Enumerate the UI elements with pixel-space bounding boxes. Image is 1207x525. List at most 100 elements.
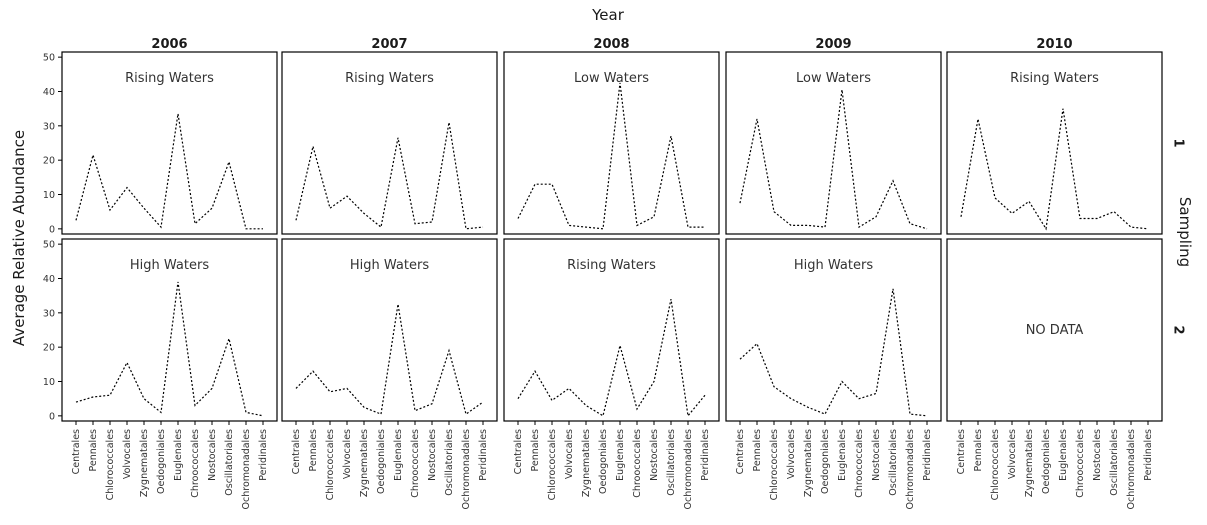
x-tick-label: Centrales bbox=[513, 429, 524, 474]
panel-border-2010-2 bbox=[946, 238, 1163, 422]
x-tick-label: Pennales bbox=[530, 429, 541, 472]
column-label-2007: 2007 bbox=[371, 37, 407, 52]
series-line-2009-1 bbox=[739, 89, 928, 230]
x-tick-label: Euglenales bbox=[837, 429, 848, 481]
x-tick-label: Ochromonadales bbox=[461, 429, 472, 509]
x-tick-label: Peridinales bbox=[1143, 429, 1154, 481]
column-facet-title: Year bbox=[591, 6, 625, 24]
panel-annotation-2008-2: Rising Waters bbox=[567, 258, 656, 273]
x-tick-label: Volvocales bbox=[1007, 429, 1018, 479]
y-tick-label: 30 bbox=[43, 121, 55, 132]
x-tick-label: Volvocales bbox=[564, 429, 575, 479]
x-tick-label: Nostocales bbox=[871, 429, 882, 481]
y-tick-label: 10 bbox=[43, 190, 55, 201]
y-tick-label: 10 bbox=[43, 377, 55, 388]
x-tick-label: Chroococcales bbox=[410, 429, 421, 498]
series-line-2009-2 bbox=[739, 288, 928, 417]
x-tick-label: Euglenales bbox=[615, 429, 626, 481]
x-tick-label: Chlorococcales bbox=[325, 429, 336, 500]
row-label-2: 2 bbox=[1171, 325, 1186, 334]
panel-border-2009-2 bbox=[725, 238, 942, 422]
x-tick-label: Ochromonadales bbox=[905, 429, 916, 509]
panel-border-2009-1 bbox=[725, 51, 942, 235]
x-tick-label: Peridinales bbox=[922, 429, 933, 481]
x-tick-label: Ochromonadales bbox=[1126, 429, 1137, 509]
x-tick-label: Euglenales bbox=[173, 429, 184, 481]
column-label-2006: 2006 bbox=[151, 37, 187, 52]
x-tick-label: Ochromonadales bbox=[241, 429, 252, 509]
series-line-2006-1 bbox=[75, 113, 263, 230]
panel-border-2008-1 bbox=[503, 51, 720, 235]
x-tick-label: Pennales bbox=[308, 429, 319, 472]
y-tick-label: 40 bbox=[43, 274, 55, 285]
panel-annotation-2007-2: High Waters bbox=[350, 258, 429, 273]
panel-annotation-2007-1: Rising Waters bbox=[345, 71, 434, 86]
x-tick-label: Chlorococcales bbox=[990, 429, 1001, 500]
x-tick-label: Nostocales bbox=[1092, 429, 1103, 481]
x-tick-label: Pennales bbox=[752, 429, 763, 472]
x-tick-label: Volvocales bbox=[786, 429, 797, 479]
panel-annotation-2008-1: Low Waters bbox=[574, 71, 649, 86]
x-tick-label: Zygnematales bbox=[1024, 429, 1035, 497]
y-tick-label: 50 bbox=[43, 53, 55, 64]
panel-border-2007-1 bbox=[281, 51, 498, 235]
x-tick-label: Peridinales bbox=[258, 429, 269, 481]
y-tick-label: 20 bbox=[43, 343, 55, 354]
series-line-2007-1 bbox=[295, 122, 484, 230]
row-label-1: 1 bbox=[1171, 138, 1186, 147]
x-tick-label: Euglenales bbox=[393, 429, 404, 481]
panel-border-2006-1 bbox=[61, 51, 278, 235]
x-tick-label: Oedogoniales bbox=[1041, 429, 1052, 494]
y-tick-label: 20 bbox=[43, 156, 55, 167]
x-tick-label: Nostocales bbox=[207, 429, 218, 481]
x-tick-label: Zygnematales bbox=[581, 429, 592, 497]
panels-layer: 2006 2007 2008 2009 201012010203040500102030… bbox=[43, 37, 1186, 509]
series-line-2007-2 bbox=[295, 304, 484, 416]
x-tick-label: Oscillatoriales bbox=[1109, 429, 1120, 496]
panel-border-2010-1 bbox=[946, 51, 1163, 235]
x-tick-label: Chroococcales bbox=[190, 429, 201, 498]
x-tick-label: Volvocales bbox=[122, 429, 133, 479]
y-tick-label: 0 bbox=[49, 224, 55, 235]
x-tick-label: Chroococcales bbox=[854, 429, 865, 498]
column-label-2010: 2010 bbox=[1036, 37, 1072, 52]
x-tick-label: Pennales bbox=[88, 429, 99, 472]
series-line-2008-1 bbox=[517, 82, 705, 230]
x-tick-label: Ochromonadales bbox=[683, 429, 694, 509]
x-tick-label: Oedogoniales bbox=[598, 429, 609, 494]
x-tick-label: Oscillatoriales bbox=[666, 429, 677, 496]
x-tick-label: Volvocales bbox=[342, 429, 353, 479]
series-line-2010-1 bbox=[960, 108, 1149, 231]
x-tick-label: Centrales bbox=[291, 429, 302, 474]
x-tick-label: Peridinales bbox=[478, 429, 489, 481]
x-tick-label: Chroococcales bbox=[632, 429, 643, 498]
x-tick-label: Chlorococcales bbox=[547, 429, 558, 500]
series-line-2006-2 bbox=[75, 281, 264, 417]
x-tick-label: Pennales bbox=[973, 429, 984, 472]
x-tick-label: Centrales bbox=[71, 429, 82, 474]
x-tick-label: Chlorococcales bbox=[769, 429, 780, 500]
panel-annotation-2010-1: Rising Waters bbox=[1010, 71, 1099, 86]
panel-annotation-2009-2: High Waters bbox=[794, 258, 873, 273]
x-tick-label: Zygnematales bbox=[803, 429, 814, 497]
x-tick-label: Oedogoniales bbox=[820, 429, 831, 494]
column-label-2008: 2008 bbox=[593, 37, 629, 52]
x-tick-label: Oscillatoriales bbox=[444, 429, 455, 496]
x-tick-label: Oedogoniales bbox=[376, 429, 387, 494]
panel-annotation-2010-2: NO DATA bbox=[1026, 323, 1084, 338]
panel-border-2007-2 bbox=[281, 238, 498, 422]
x-tick-label: Peridinales bbox=[700, 429, 711, 481]
panel-border-2006-2 bbox=[61, 238, 278, 422]
x-tick-label: Chlorococcales bbox=[105, 429, 116, 500]
x-tick-label: Euglenales bbox=[1058, 429, 1069, 481]
x-tick-label: Zygnematales bbox=[139, 429, 150, 497]
x-tick-label: Oscillatoriales bbox=[888, 429, 899, 496]
panel-annotation-2006-1: Rising Waters bbox=[125, 71, 214, 86]
x-tick-label: Centrales bbox=[735, 429, 746, 474]
panel-border-2008-2 bbox=[503, 238, 720, 422]
column-label-2009: 2009 bbox=[815, 37, 851, 52]
y-tick-label: 0 bbox=[49, 411, 55, 422]
y-tick-label: 40 bbox=[43, 87, 55, 98]
x-tick-label: Nostocales bbox=[649, 429, 660, 481]
